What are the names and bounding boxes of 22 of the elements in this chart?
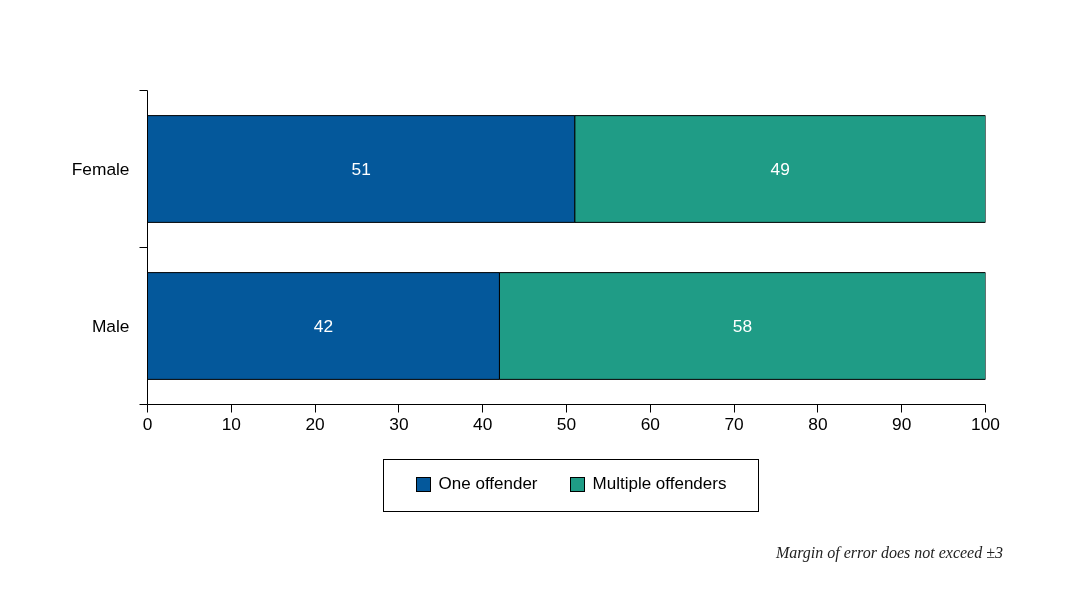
y-tick-label: Male xyxy=(91,316,130,336)
x-tick-label: 10 xyxy=(221,413,241,434)
data-label: 42 xyxy=(313,316,334,336)
legend-label: One offender xyxy=(438,473,538,495)
x-tick-label: 0 xyxy=(142,413,153,434)
legend-item: Multiple offenders xyxy=(569,472,727,497)
x-tick-label: 100 xyxy=(971,413,1000,434)
data-label: 58 xyxy=(732,316,753,336)
x-tick-label: 80 xyxy=(808,413,828,434)
text: Margin of error does not exceed ±3 xyxy=(774,542,1003,564)
legend-label: Multiple offenders xyxy=(592,473,727,495)
x-tick-label: 30 xyxy=(389,413,409,434)
x-tick-label: 40 xyxy=(473,413,493,434)
data-label: 51 xyxy=(351,159,371,179)
x-tick-label: 50 xyxy=(556,413,577,434)
data-label: 49 xyxy=(770,159,790,179)
legend-item: One offender xyxy=(415,472,538,497)
x-tick-label: 70 xyxy=(724,413,744,434)
x-tick-label: 60 xyxy=(640,413,660,434)
y-tick-label: Female xyxy=(71,159,130,179)
x-tick-label: 90 xyxy=(892,413,912,434)
x-tick-label: 20 xyxy=(305,413,325,434)
